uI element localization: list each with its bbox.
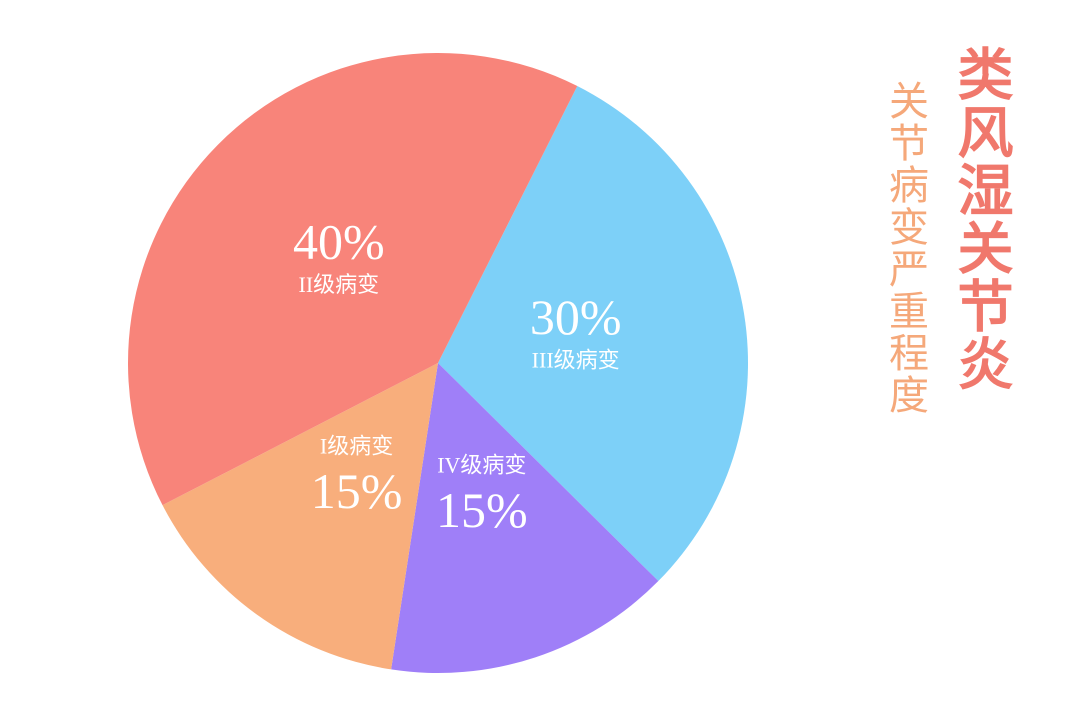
chart-title: 类风湿关节炎 [948,45,1013,393]
chart-subtitle: 关节病变严重程度 [882,80,928,416]
pie-slice [162,363,438,670]
pie-slice [391,363,659,673]
value-label: 15% [436,482,528,538]
pie-slice [438,86,748,582]
category-label: I级病变 [320,433,393,458]
pie-slice [127,53,578,506]
category-label: IV级病变 [437,452,526,477]
value-label: 30% [530,289,622,345]
value-label: 15% [311,463,403,519]
category-label: II级病变 [299,272,380,297]
value-label: 40% [293,213,385,269]
category-label: III级病变 [532,348,620,373]
